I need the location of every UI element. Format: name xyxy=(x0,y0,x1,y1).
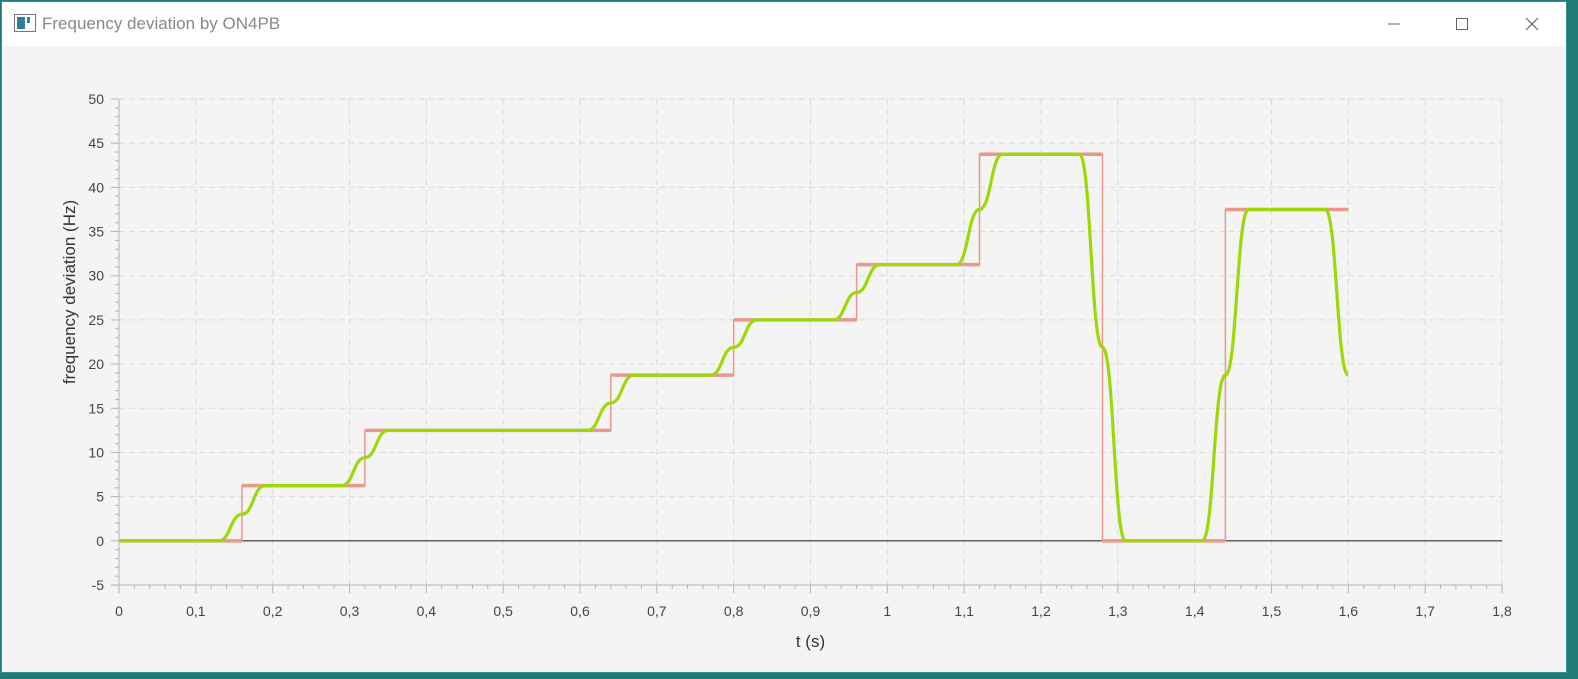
y-tick-label: 40 xyxy=(88,179,104,195)
app-icon xyxy=(14,14,36,32)
x-tick-label: 1,1 xyxy=(954,603,974,619)
y-tick-label: 20 xyxy=(88,356,104,372)
x-tick-label: 0,9 xyxy=(801,603,821,619)
x-tick-label: 1,6 xyxy=(1339,603,1359,619)
window-title: Frequency deviation by ON4PB xyxy=(42,14,281,33)
y-tick-label: 50 xyxy=(88,91,104,107)
x-tick-label: 1,5 xyxy=(1262,603,1282,619)
close-button[interactable] xyxy=(1498,2,1566,46)
y-tick-label: 10 xyxy=(88,444,104,460)
x-tick-label: 0,8 xyxy=(724,603,744,619)
x-tick-label: 0,2 xyxy=(263,603,283,619)
x-tick-label: 1,2 xyxy=(1031,603,1051,619)
x-tick-label: 1,3 xyxy=(1108,603,1128,619)
y-tick-label: 30 xyxy=(88,268,104,284)
y-tick-label: 0 xyxy=(96,533,104,549)
y-tick-label: -5 xyxy=(92,577,105,593)
chart-area: 0 0,1 0,2 0,3 0,4 0,5 0,6 0,7 0,8 0,9 1 1,1 1,2 1,3 1,… xyxy=(2,46,1568,674)
filtered-series-line xyxy=(119,152,1350,543)
y-tick-label: 35 xyxy=(88,224,104,240)
minimize-icon xyxy=(1388,23,1400,25)
title-bar[interactable]: Frequency deviation by ON4PB xyxy=(2,2,1566,46)
x-tick-label: 1,8 xyxy=(1492,603,1512,619)
x-tick-label: 0,6 xyxy=(570,603,590,619)
x-tick-label: 1,4 xyxy=(1185,603,1205,619)
x-tick-label: 0 xyxy=(115,603,123,619)
y-axis-label: frequency deviation (Hz) xyxy=(60,200,79,384)
maximize-icon xyxy=(1456,18,1468,30)
y-tick-label: 45 xyxy=(88,135,104,151)
x-tick-label: 0,4 xyxy=(417,603,437,619)
y-tick-label: 5 xyxy=(96,489,104,505)
frequency-deviation-chart: 0 0,1 0,2 0,3 0,4 0,5 0,6 0,7 0,8 0,9 1 1,1 1,2 1,3 1,… xyxy=(60,91,1512,651)
x-tick-label: 1 xyxy=(883,603,891,619)
minimize-button[interactable] xyxy=(1360,2,1428,46)
y-tick-label: 15 xyxy=(88,400,104,416)
x-axis-label: t (s) xyxy=(796,632,825,651)
close-icon xyxy=(1525,17,1539,31)
x-tick-label: 0,7 xyxy=(647,603,667,619)
maximize-button[interactable] xyxy=(1428,2,1496,46)
x-tick-label: 0,3 xyxy=(340,603,360,619)
x-tick-label: 0,5 xyxy=(493,603,513,619)
x-tick-label: 1,7 xyxy=(1415,603,1435,619)
y-tick-label: 25 xyxy=(88,312,104,328)
x-tick-label: 0,1 xyxy=(186,603,206,619)
